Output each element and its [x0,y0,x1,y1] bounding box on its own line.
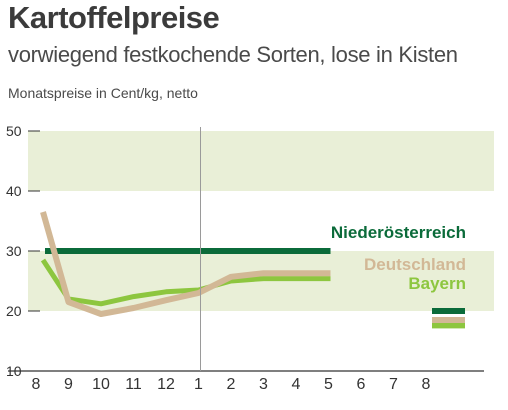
end-marker-Niederösterreich [432,308,465,314]
x-tick-label: 5 [324,376,333,393]
x-tick-label: 2 [227,376,236,393]
end-markers [432,308,465,329]
x-tick-label: 6 [357,376,366,393]
band-1 [28,131,494,191]
chart-title: Kartoffelpreise [8,0,220,35]
x-tick-label: 8 [422,376,431,393]
series-label-Niederösterreich: Niederösterreich [331,223,466,242]
series-label-Deutschland: Deutschland [364,255,466,274]
x-axis: 8 9 10 11 12 1 2 3 4 5 6 7 8 [8,127,484,393]
end-marker-Deutschland [432,317,465,323]
x-tick-label: 7 [389,376,398,393]
series-label-Bayern: Bayern [408,274,466,293]
y-tick-label-20: 20 [6,303,22,319]
x-tick-label: 10 [92,376,110,393]
series-line-Deutschland [40,211,331,317]
y-tick-label-40: 40 [6,183,22,199]
series-lines [40,211,331,317]
end-marker-Bayern [432,322,465,329]
x-tick-label: 3 [259,376,268,393]
series-line-Bayern [40,258,331,307]
x-tick-label: 1 [194,376,203,393]
chart-subtitle: vorwiegend festkochende Sorten, lose in … [8,42,458,67]
x-tick-label: 11 [125,376,142,393]
y-tick-label-50: 50 [6,123,22,139]
y-tick-label-30: 30 [6,243,22,259]
x-tick-label: 12 [157,376,175,393]
unit-label: Monatspreise in Cent/kg, netto [8,85,198,101]
x-tick-label: 9 [64,376,73,393]
x-tick-label: 4 [292,376,301,393]
x-tick-label: 8 [32,376,41,393]
